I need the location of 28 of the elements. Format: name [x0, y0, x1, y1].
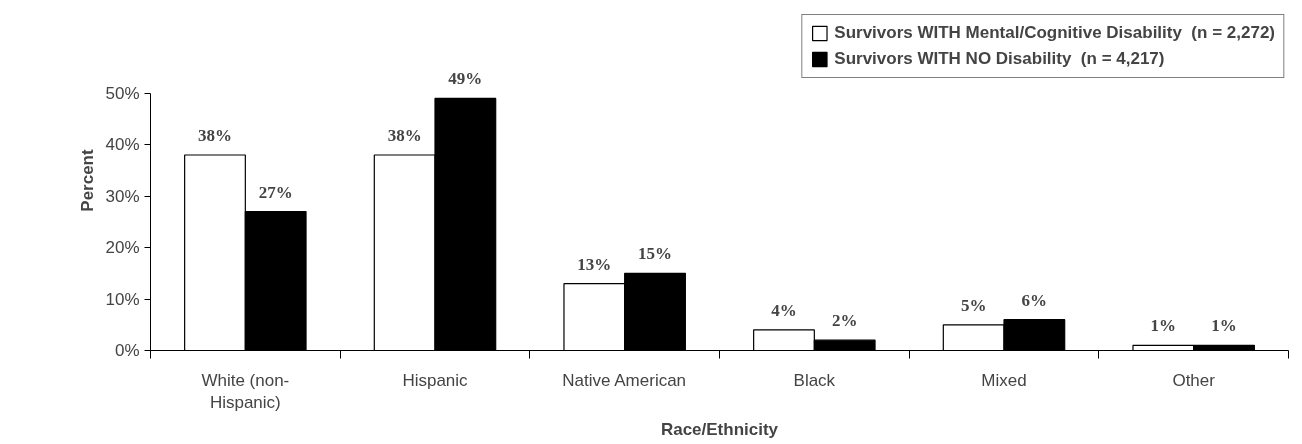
data-label: 1%: [1150, 316, 1177, 336]
y-tick-label: 30%: [105, 186, 140, 206]
x-tick-label: Mixed: [981, 370, 1027, 390]
legend-label: Survivors WITH Mental/Cognitive Disability (n = 2,272): [834, 23, 1275, 43]
data-label: 13%: [577, 254, 612, 274]
data-label: 15%: [638, 244, 673, 264]
y-tick-label: 10%: [105, 289, 140, 309]
legend-label: Survivors WITH NO Disability (n = 4,217): [834, 49, 1165, 69]
y-tick-label: 40%: [105, 135, 140, 155]
x-tick-label: Native American: [562, 370, 687, 390]
data-label: 38%: [197, 126, 232, 146]
y-tick-label: 20%: [105, 238, 140, 258]
data-label: 38%: [387, 126, 422, 146]
y-axis-title: Percent: [78, 148, 98, 212]
x-axis-title: Race/Ethnicity: [660, 420, 779, 440]
data-label: 2%: [831, 311, 858, 331]
y-tick-label: 50%: [105, 83, 140, 103]
data-label: 1%: [1211, 316, 1237, 336]
x-tick-label: Other: [1172, 370, 1216, 390]
data-label: 27%: [258, 182, 293, 202]
x-tick-label: Hispanic: [402, 370, 469, 390]
y-tick-label: 0%: [114, 341, 140, 360]
data-label: 4%: [771, 300, 797, 320]
x-tick-label: Black: [793, 370, 836, 390]
x-tick-label: White (non- Hispanic): [201, 370, 290, 413]
data-label: 6%: [1021, 290, 1048, 310]
data-label: 49%: [448, 69, 483, 89]
data-label: 5%: [960, 295, 987, 315]
